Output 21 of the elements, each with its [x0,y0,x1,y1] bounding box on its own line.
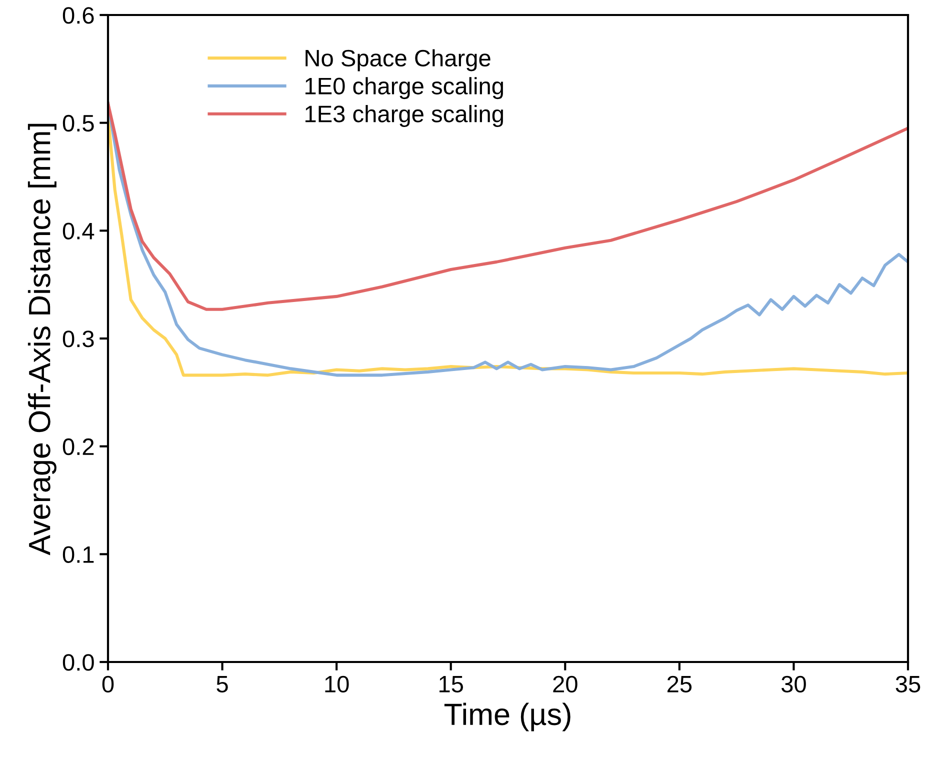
x-axis-title: Time (µs) [444,702,570,732]
legend-label: 1E3 charge scaling [305,105,503,128]
x-tick-label: 35 [896,676,920,693]
y-tick-label: 0.6 [62,7,94,24]
y-axis-title: Average Off-Axis Distance [mm] [28,124,56,556]
line-series [108,102,908,311]
legend-label: 1E0 charge scaling [305,77,503,100]
y-tick-label: 0.2 [62,438,94,456]
x-tick-label: 25 [667,676,692,693]
x-tick-label: 20 [553,676,578,693]
y-tick-label: 0.1 [62,546,94,563]
x-tick-label: 5 [216,676,228,693]
y-tick-label: 0.5 [62,114,94,132]
y-tick-label: 0.3 [62,330,94,348]
x-tick-label: 30 [781,676,806,693]
y-tick-label: 0.4 [62,222,94,240]
y-tick-label: 0.0 [62,654,94,671]
x-tick-label: 15 [440,676,463,693]
legend-label: No Space Charge [306,49,490,72]
x-tick-label: 0 [102,676,114,693]
x-tick-label: 10 [325,676,349,693]
